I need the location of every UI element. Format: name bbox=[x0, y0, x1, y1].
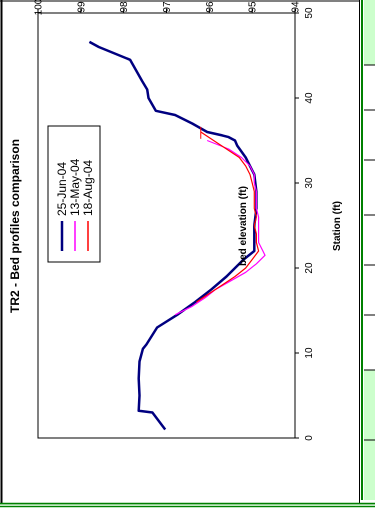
x-tick-label: 20 bbox=[304, 262, 315, 274]
x-axis-title: Station (ft) bbox=[332, 201, 343, 251]
y-tick-label: 96 bbox=[205, 1, 216, 13]
series-layer bbox=[88, 40, 266, 431]
y-axis: 94 95 96 97 98 99 100 bbox=[34, 0, 302, 15]
side-panel-cell bbox=[364, 0, 375, 65]
y-axis-title: bed elevation (ft) bbox=[238, 186, 249, 266]
y-tick-label: 100 bbox=[34, 0, 45, 15]
legend: 25-Jun-04 13-May-04 18-Aug-04 bbox=[47, 125, 101, 263]
y-tick-label: 97 bbox=[162, 1, 173, 13]
x-tick-label: 40 bbox=[304, 92, 315, 104]
chart-title: TR2 - Bed profiles comparison bbox=[8, 139, 22, 313]
side-panel bbox=[361, 0, 375, 503]
bottom-band bbox=[0, 503, 375, 508]
x-axis: 0 10 20 30 40 50 bbox=[295, 7, 315, 441]
legend-label-1: 25-Jun-04 bbox=[55, 162, 69, 216]
y-tick-label: 94 bbox=[291, 1, 302, 13]
series-line-3 bbox=[196, 131, 260, 303]
y-tick-label: 98 bbox=[119, 1, 130, 13]
legend-box bbox=[47, 125, 101, 263]
side-panel-cell bbox=[364, 370, 375, 500]
series-line-2 bbox=[174, 139, 266, 316]
y-tick-label: 99 bbox=[76, 1, 87, 13]
x-tick-label: 30 bbox=[304, 177, 315, 189]
x-tick-label: 50 bbox=[304, 7, 315, 19]
y-tick-label: 95 bbox=[248, 1, 259, 13]
x-tick-label: 0 bbox=[304, 435, 315, 441]
legend-label-2: 13-May-04 bbox=[68, 158, 82, 216]
legend-label-3: 18-Aug-04 bbox=[81, 160, 95, 216]
x-tick-label: 10 bbox=[304, 347, 315, 359]
